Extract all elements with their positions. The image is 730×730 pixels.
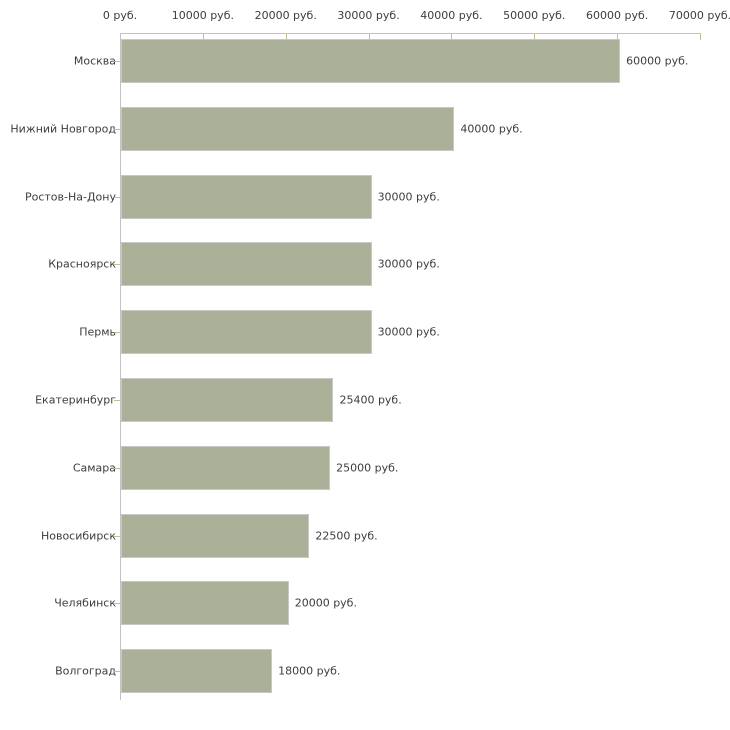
value-label: 25000 руб. <box>336 461 399 475</box>
y-axis-line <box>120 33 121 700</box>
value-label: 30000 руб. <box>377 257 440 271</box>
category-label: Екатеринбург <box>35 393 116 407</box>
y-axis-tick <box>114 61 120 62</box>
y-axis-tick <box>114 536 120 537</box>
y-axis-tick <box>114 468 120 469</box>
category-label: Красноярск <box>48 257 116 271</box>
x-axis-tick <box>617 34 619 40</box>
x-axis-tick <box>451 34 453 40</box>
value-label: 22500 руб. <box>315 529 378 543</box>
y-axis-tick <box>114 603 120 604</box>
category-label: Челябинск <box>54 596 116 610</box>
y-axis-tick <box>114 332 120 333</box>
x-axis-tick <box>368 34 370 40</box>
x-axis-tick-label: 30000 руб. <box>337 9 400 22</box>
value-bar <box>121 242 372 286</box>
y-axis-tick <box>114 400 120 401</box>
value-bar <box>121 39 621 83</box>
y-axis-tick <box>114 264 120 265</box>
value-label: 20000 руб. <box>294 596 357 610</box>
category-label: Новосибирск <box>40 529 116 543</box>
value-bar <box>121 107 455 151</box>
category-label: Ростов-На-Дону <box>24 190 116 204</box>
x-axis-tick-label: 60000 руб. <box>586 9 649 22</box>
value-bar <box>121 581 289 625</box>
value-label: 30000 руб. <box>377 325 440 339</box>
category-label: Волгоград <box>55 664 116 678</box>
value-bar <box>121 446 331 490</box>
x-axis-tick-label: 40000 руб. <box>420 9 483 22</box>
value-bar <box>121 514 310 558</box>
category-label: Пермь <box>79 325 116 339</box>
x-axis-tick-label: 70000 руб. <box>668 9 730 22</box>
y-axis-tick <box>114 197 120 198</box>
value-label: 60000 руб. <box>626 54 689 68</box>
value-bar <box>121 649 273 693</box>
value-label: 25400 руб. <box>339 393 402 407</box>
x-axis-tick <box>700 34 701 40</box>
y-axis-tick <box>114 671 120 672</box>
y-axis-tick <box>114 129 120 130</box>
value-label: 40000 руб. <box>460 122 523 136</box>
value-bar <box>121 175 372 219</box>
x-axis-tick-label: 20000 руб. <box>254 9 317 22</box>
value-bar <box>121 310 372 354</box>
x-axis-tick <box>202 34 204 40</box>
value-label: 30000 руб. <box>377 190 440 204</box>
value-bar <box>121 378 334 422</box>
x-axis-tick <box>285 34 287 40</box>
x-axis-tick-label: 0 руб. <box>102 9 138 22</box>
x-axis-tick-label: 50000 руб. <box>503 9 566 22</box>
category-label: Москва <box>73 54 116 68</box>
x-axis-tick <box>534 34 536 40</box>
category-label: Нижний Новгород <box>10 122 116 136</box>
x-axis-tick-label: 10000 руб. <box>171 9 234 22</box>
category-label: Самара <box>72 461 116 475</box>
value-label: 18000 руб. <box>278 664 341 678</box>
